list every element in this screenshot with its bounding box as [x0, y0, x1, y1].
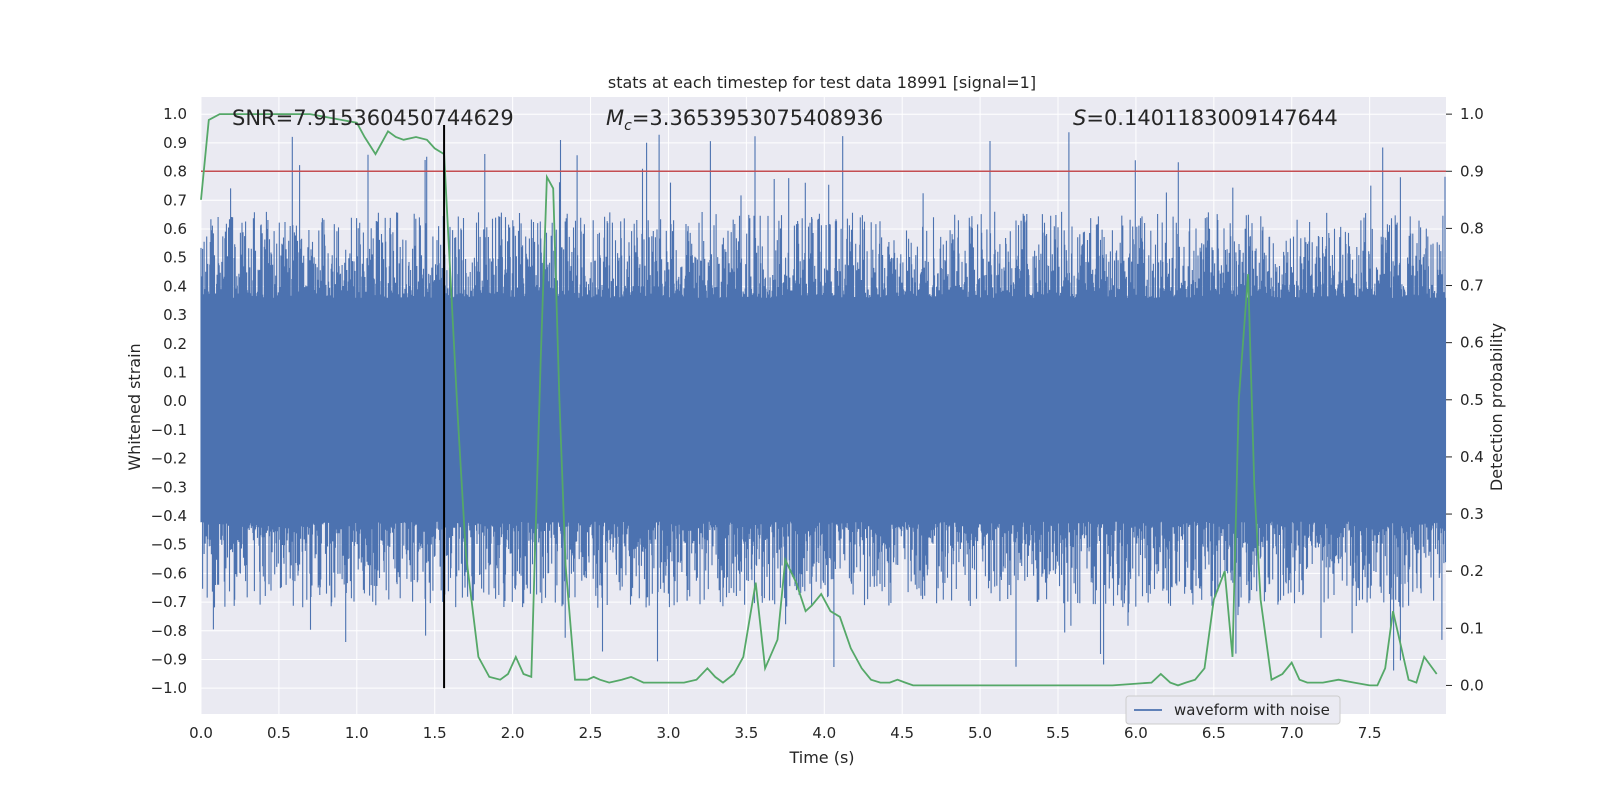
y-left-tick-label: −1.0: [151, 679, 187, 697]
y-right-tick-label: 0.3: [1460, 505, 1484, 523]
y-left-tick-label: 0.3: [163, 306, 187, 324]
y-right-tick-label: 1.0: [1460, 105, 1484, 123]
waveform-trace: [200, 132, 1447, 671]
y-right-tick-label: 0.5: [1460, 391, 1484, 409]
x-tick-label: 1.5: [423, 724, 447, 742]
y-left-tick-label: 0.7: [163, 191, 187, 209]
y-right-tick-label: 0.2: [1460, 562, 1484, 580]
x-tick-label: 7.5: [1358, 724, 1382, 742]
y-left-tick-label: 0.1: [163, 363, 187, 381]
x-tick-label: 6.0: [1124, 724, 1148, 742]
y-left-tick-label: −0.3: [151, 478, 187, 496]
x-tick-label: 1.0: [345, 724, 369, 742]
s-annotation: S=0.1401183009147644: [1073, 106, 1338, 130]
x-tick-label: 6.5: [1202, 724, 1226, 742]
x-axis-label: Time (s): [788, 748, 854, 767]
x-ticks: 0.0 0.5 1.0 1.5 2.0 2.5 3.0 3.5 4.0 4.5 5.0 5.5 6.0 6…: [189, 724, 1382, 742]
y-left-tick-label: −0.1: [151, 421, 187, 439]
y-axis-right-label: Detection probability: [1487, 323, 1506, 491]
x-tick-label: 4.0: [812, 724, 836, 742]
x-tick-label: 3.5: [734, 724, 758, 742]
mc-symbol: M: [606, 106, 624, 130]
probability-series: [200, 113, 1438, 687]
y-left-tick-label: 0.9: [163, 134, 187, 152]
y-left-tick-label: 0.6: [163, 220, 187, 238]
y-left-tick-label: 0.5: [163, 249, 187, 267]
y-right-tick-label: 0.0: [1460, 676, 1484, 694]
y-left-tick-label: −0.6: [151, 564, 187, 582]
y-left-tick-label: 0.8: [163, 163, 187, 181]
x-tick-label: 7.0: [1280, 724, 1304, 742]
y-right-tick-label: 0.8: [1460, 219, 1484, 237]
x-tick-label: 2.0: [501, 724, 525, 742]
y-left-tick-label: −0.9: [151, 650, 187, 668]
legend: waveform with noise: [1125, 695, 1341, 725]
x-tick-label: 2.5: [579, 724, 603, 742]
x-tick-label: 4.5: [890, 724, 914, 742]
y-right-tick-label: 0.9: [1460, 162, 1484, 180]
x-tick-label: 0.0: [189, 724, 213, 742]
snr-annotation: SNR=7.915360450744629: [232, 106, 514, 130]
y-left-ticks: 1.0 0.9 0.8 0.7 0.6 0.5 0.4 0.3 0.2 0.1 0.0 −0.1 −0.…: [151, 105, 187, 697]
y-left-tick-label: −0.4: [151, 507, 187, 525]
mc-subscript: c: [624, 118, 632, 134]
mc-annotation: Mc=3.3653953075408936: [606, 106, 883, 134]
y-right-tick-label: 0.6: [1460, 334, 1484, 352]
y-axis-left-label: Whitened strain: [125, 343, 144, 470]
y-left-tick-label: 0.2: [163, 335, 187, 353]
x-tick-label: 3.0: [657, 724, 681, 742]
y-right-tick-label: 0.4: [1460, 448, 1484, 466]
y-left-tick-label: −0.5: [151, 536, 187, 554]
y-left-tick-label: −0.7: [151, 593, 187, 611]
y-left-tick-label: 1.0: [163, 105, 187, 123]
s-symbol: S: [1073, 106, 1086, 130]
x-tick-label: 5.0: [968, 724, 992, 742]
s-value: =0.1401183009147644: [1086, 106, 1337, 130]
legend-label: waveform with noise: [1174, 701, 1330, 719]
y-left-tick-label: 0.0: [163, 392, 187, 410]
waveform-series: [200, 132, 1447, 671]
y-left-tick-label: −0.2: [151, 450, 187, 468]
legend-box: [1125, 695, 1341, 725]
y-right-tick-label: 0.7: [1460, 277, 1484, 295]
y-left-tick-label: 0.4: [163, 277, 187, 295]
y-left-tick-label: −0.8: [151, 622, 187, 640]
x-tick-label: 0.5: [267, 724, 291, 742]
chart-title: stats at each timestep for test data 189…: [608, 73, 1036, 92]
y-right-ticks: 1.0 0.9 0.8 0.7 0.6 0.5 0.4 0.3 0.2 0.1 0.0: [1446, 105, 1484, 694]
y-right-tick-label: 0.1: [1460, 619, 1484, 637]
x-tick-label: 5.5: [1046, 724, 1070, 742]
mc-value: =3.3653953075408936: [632, 106, 883, 130]
